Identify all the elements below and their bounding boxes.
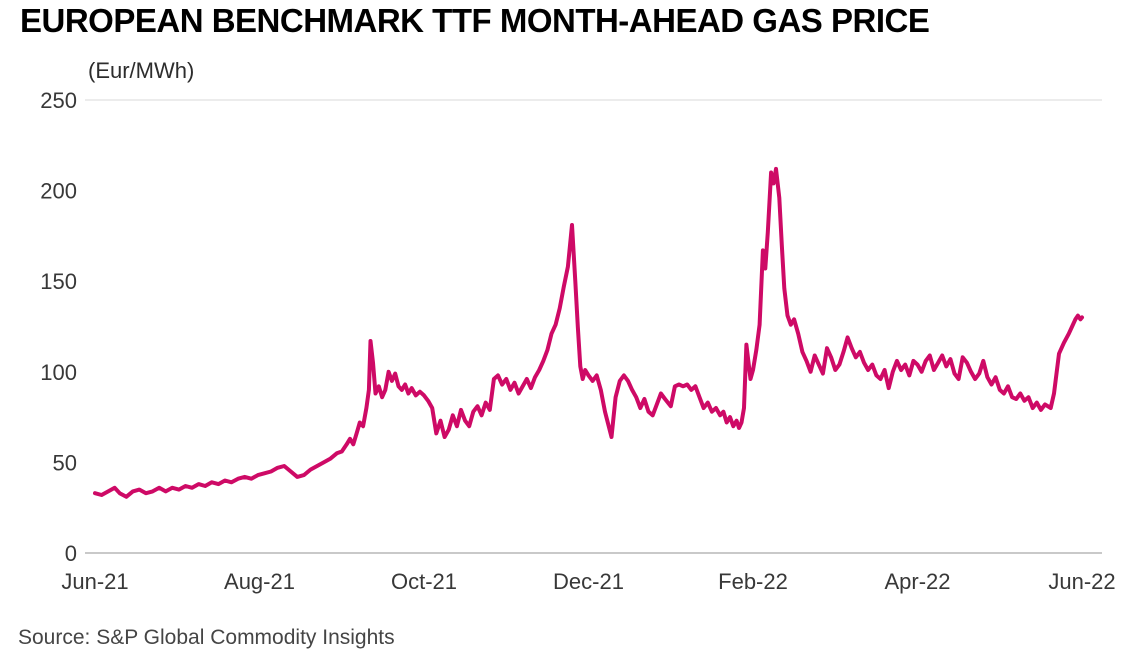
- x-axis-tick-label-Oct-21: Oct-21: [391, 569, 457, 594]
- x-axis-tick-label-Jun-22: Jun-22: [1048, 569, 1115, 594]
- y-axis-tick-label-50: 50: [53, 450, 77, 475]
- source-attribution: Source: S&P Global Commodity Insights: [18, 626, 395, 649]
- x-axis-tick-label-Apr-22: Apr-22: [884, 569, 950, 594]
- y-axis-tick-label-250: 250: [40, 88, 77, 113]
- y-axis-tick-label-200: 200: [40, 179, 77, 204]
- y-axis-units-label: (Eur/MWh): [88, 58, 195, 83]
- x-axis-tick-label-Aug-21: Aug-21: [224, 569, 295, 594]
- x-axis-tick-label-Jun-21: Jun-21: [61, 569, 128, 594]
- x-axis-tick-label-Dec-21: Dec-21: [553, 569, 624, 594]
- y-axis-tick-label-100: 100: [40, 360, 77, 385]
- y-axis-tick-label-150: 150: [40, 269, 77, 294]
- y-axis-tick-label-0: 0: [65, 541, 77, 566]
- price-line-series: [93, 166, 1084, 499]
- chart-title: EUROPEAN BENCHMARK TTF MONTH-AHEAD GAS P…: [20, 2, 930, 39]
- x-axis-tick-label-Feb-22: Feb-22: [718, 569, 788, 594]
